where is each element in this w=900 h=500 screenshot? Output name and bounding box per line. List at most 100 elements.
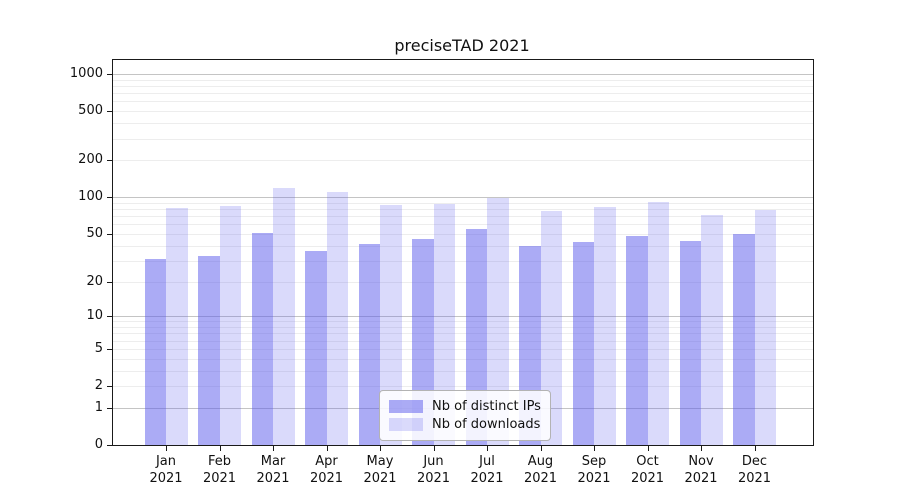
y-tick-label-500: 500: [78, 103, 103, 119]
x-tick-year-mar: 2021: [256, 471, 290, 486]
gridline-500: [113, 111, 813, 113]
gridline-2: [113, 386, 813, 387]
legend-row-distinct-ips: Nb of distinct IPs: [389, 397, 541, 415]
bar-nov-ips: [679, 240, 701, 445]
x-tick-year-jun: 2021: [416, 471, 451, 486]
x-tick-label-feb: Feb 2021: [190, 453, 250, 487]
x-tick-feb: [219, 446, 221, 451]
gridline-800: [113, 86, 813, 87]
y-tick-200: [107, 160, 113, 162]
gridline-7: [113, 333, 813, 335]
x-tick-year-oct: 2021: [630, 471, 665, 486]
bar-apr-downloads: [326, 192, 348, 445]
x-tick-label-sep: Sep 2021: [564, 453, 624, 487]
bar-dec-downloads: [754, 210, 776, 445]
x-tick-year-feb: 2021: [202, 471, 237, 486]
bar-feb-downloads: [219, 206, 241, 445]
y-tick-label-1: 1: [94, 399, 103, 415]
legend-label-distinct-ips: Nb of distinct IPs: [432, 398, 541, 414]
y-tick-label-50: 50: [86, 225, 103, 241]
y-tick-1: [107, 407, 113, 409]
y-tick-10: [107, 316, 113, 318]
bar-apr-ips: [305, 251, 327, 445]
y-tick-label-20: 20: [86, 273, 103, 289]
y-tick-500: [107, 111, 113, 113]
gridline-40: [113, 245, 813, 247]
gridline-9: [113, 321, 813, 323]
x-tick-year-may: 2021: [363, 471, 397, 486]
legend: Nb of distinct IPs Nb of downloads: [379, 390, 551, 441]
y-tick-label-10: 10: [86, 308, 103, 324]
y-tick-label-100: 100: [78, 189, 103, 205]
x-tick-nov: [701, 446, 702, 451]
bar-dec-ips: [733, 233, 755, 445]
y-tick-label-2: 2: [94, 378, 103, 393]
x-tick-year-jul: 2021: [470, 471, 504, 486]
gridline-200: [113, 160, 813, 162]
y-tick-2: [107, 386, 113, 387]
x-tick-sep: [594, 446, 595, 451]
gridline-10: [113, 316, 813, 318]
bar-mar-ips: [251, 232, 273, 445]
gridline-70: [113, 216, 813, 218]
bar-sep-downloads: [594, 207, 616, 445]
y-tick-5: [107, 348, 113, 350]
x-tick-year-dec: 2021: [737, 471, 772, 486]
x-tick-label-aug: Aug 2021: [511, 453, 571, 487]
y-tick-20: [107, 281, 113, 283]
gridline-400: [113, 123, 813, 125]
gridline-5: [113, 348, 813, 350]
x-tick-label-dec: Dec 2021: [725, 453, 785, 487]
x-tick-aug: [540, 446, 542, 451]
y-tick-label-5: 5: [94, 340, 103, 356]
x-tick-label-nov: Nov 2021: [671, 453, 731, 487]
x-tick-may: [380, 446, 381, 451]
x-tick-apr: [326, 446, 328, 451]
x-tick-label-jan: Jan 2021: [136, 453, 196, 487]
gridline-700: [113, 93, 813, 95]
bar-nov-downloads: [701, 214, 723, 445]
gridline-8: [113, 327, 813, 328]
gridline-3: [113, 370, 813, 372]
legend-label-downloads: Nb of downloads: [432, 416, 541, 432]
bar-jan-ips: [144, 258, 166, 445]
x-tick-label-mar: Mar 2021: [243, 453, 303, 487]
gridline-60: [113, 224, 813, 226]
bar-jul-downloads: [487, 197, 509, 445]
plot-area: 0 1 2 5 10 20 50 100 200 500 1000 Jan 2021 Feb 2021 Ma…: [70, 59, 814, 486]
gridline-100: [113, 197, 813, 199]
x-tick-label-oct: Oct 2021: [618, 453, 678, 487]
bar-aug-downloads: [540, 211, 562, 445]
gridline-300: [113, 138, 813, 140]
gridline-90: [113, 202, 813, 204]
y-tick-50: [107, 233, 113, 235]
bar-jan-downloads: [166, 208, 188, 445]
y-tick-label-0: 0: [94, 437, 103, 452]
x-tick-jan: [166, 446, 167, 451]
x-tick-year-nov: 2021: [684, 471, 718, 486]
gridline-4: [113, 358, 813, 360]
bar-may-downloads: [380, 204, 402, 445]
gridline-6: [113, 340, 813, 342]
y-tick-100: [107, 197, 113, 199]
gridline-50: [113, 233, 813, 235]
bar-may-ips: [358, 244, 380, 445]
x-tick-oct: [647, 446, 649, 451]
chart-title: preciseTAD 2021: [394, 36, 530, 55]
y-tick-1000: [107, 74, 113, 75]
x-tick-year-apr: 2021: [309, 471, 344, 486]
x-tick-jun: [433, 446, 435, 451]
x-tick-label-apr: Apr 2021: [297, 453, 357, 487]
x-tick-year-sep: 2021: [577, 471, 611, 486]
x-tick-dec: [754, 446, 756, 451]
gridline-30: [113, 260, 813, 262]
bar-jun-downloads: [433, 204, 455, 445]
gridline-600: [113, 101, 813, 103]
x-tick-mar: [273, 446, 274, 451]
y-tick-0: [107, 445, 113, 446]
x-tick-year-jan: 2021: [149, 471, 183, 486]
gridline-20: [113, 281, 813, 283]
legend-swatch-distinct-ips: [389, 399, 423, 413]
x-tick-jul: [487, 446, 488, 451]
